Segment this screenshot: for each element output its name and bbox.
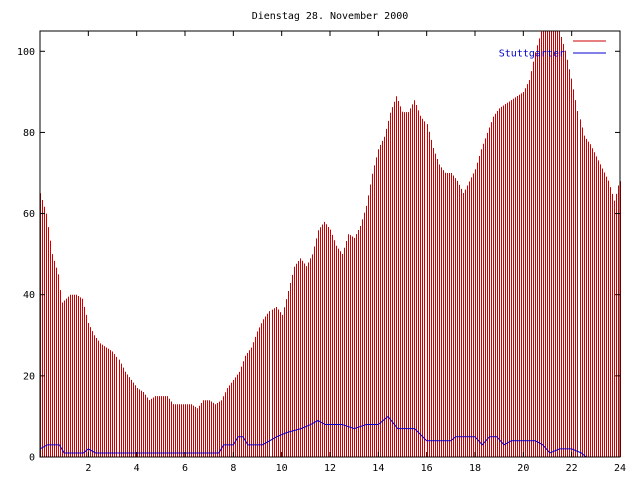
- chart-title: Dienstag 28. November 2000: [252, 11, 409, 22]
- x-tick-label: 14: [372, 463, 384, 474]
- y-tick-label: 40: [23, 290, 35, 301]
- x-tick-label: 12: [324, 463, 336, 474]
- bar-series: [40, 31, 621, 457]
- x-tick-label: 10: [276, 463, 288, 474]
- x-tick-label: 2: [85, 463, 91, 474]
- legend: Stuttgarter: [499, 40, 606, 60]
- y-tick-label: 100: [17, 47, 35, 58]
- x-tick-label: 18: [469, 463, 481, 474]
- x-tick-label: 6: [182, 463, 188, 474]
- x-tick-label: 24: [614, 463, 626, 474]
- x-tick-label: 16: [421, 463, 433, 474]
- y-tick-label: 0: [29, 453, 35, 464]
- x-tick-label: 20: [517, 463, 529, 474]
- y-tick-label: 80: [23, 128, 35, 139]
- x-tick-label: 22: [566, 463, 578, 474]
- x-tick-label: 8: [230, 463, 236, 474]
- line-series: [39, 415, 620, 458]
- legend-label-series-2: Stuttgarter: [499, 49, 565, 60]
- y-tick-label: 20: [23, 371, 35, 382]
- y-tick-label: 60: [23, 209, 35, 220]
- y-axis: 0 20 40 60 80 100: [17, 47, 620, 464]
- x-tick-label: 4: [134, 463, 140, 474]
- x-axis: 2 4 6 8 10 12 14 16 18 20 22 24: [85, 31, 626, 474]
